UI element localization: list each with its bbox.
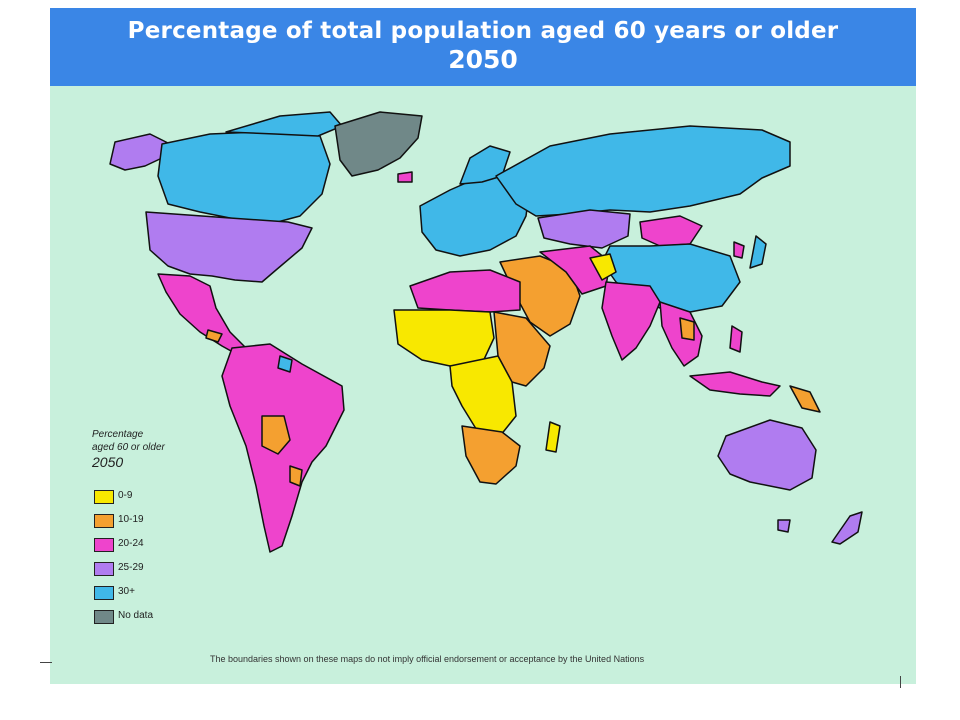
- legend-label: No data: [118, 610, 154, 621]
- region-russia: [495, 125, 791, 217]
- region-afghanistan: [589, 253, 617, 281]
- disclaimer-footnote: The boundaries shown on these maps do no…: [210, 654, 645, 664]
- map-frame: Percentage of total population aged 60 y…: [50, 8, 916, 684]
- region-arctic-islands: [225, 111, 343, 137]
- region-japan: [749, 235, 767, 269]
- region-madagascar: [545, 421, 561, 453]
- legend-swatch: [94, 586, 114, 600]
- region-australia: [717, 419, 817, 491]
- legend-swatch: [94, 490, 114, 504]
- region-tasmania: [777, 519, 791, 533]
- region-new-guinea: [789, 385, 821, 413]
- legend-label: 30+: [118, 586, 135, 597]
- region-paraguay: [289, 465, 303, 487]
- legend-swatch: [94, 514, 114, 528]
- region-mongolia: [639, 215, 703, 247]
- legend-swatch: [94, 538, 114, 552]
- region-alaska: [109, 133, 171, 171]
- region-indonesia: [689, 371, 781, 397]
- legend-label: 20-24: [118, 538, 144, 549]
- region-philippines: [729, 325, 743, 353]
- map-title: Percentage of total population aged 60 y…: [127, 18, 839, 44]
- region-canada: [157, 130, 331, 225]
- region-usa: [145, 211, 313, 283]
- world-map: [109, 111, 863, 553]
- legend-heading: Percentage aged 60 or older 2050: [92, 428, 272, 469]
- legend-swatch: [94, 562, 114, 576]
- legend-heading-year: 2050: [92, 454, 124, 470]
- region-mexico: [157, 273, 247, 357]
- region-central-asia: [537, 209, 631, 249]
- divider-left: [40, 662, 52, 663]
- region-greenland: [334, 111, 423, 177]
- region-north-africa: [409, 269, 521, 313]
- map-year: 2050: [448, 45, 518, 74]
- legend-label: 0-9: [118, 490, 133, 501]
- divider-right: [900, 676, 901, 688]
- legend-heading-line2: aged 60 or older: [92, 442, 165, 453]
- region-southern-africa: [461, 425, 521, 485]
- region-korea: [733, 241, 745, 259]
- region-guyana: [277, 355, 293, 373]
- region-new-zealand: [831, 511, 863, 545]
- region-india: [601, 281, 661, 361]
- legend-label: 10-19: [118, 514, 144, 525]
- title-banner: Percentage of total population aged 60 y…: [50, 8, 916, 86]
- region-bolivia: [261, 415, 291, 455]
- legend-label: 25-29: [118, 562, 144, 573]
- region-iceland: [397, 171, 413, 183]
- region-caribbean: [205, 329, 223, 343]
- legend-heading-line1: Percentage: [92, 429, 144, 440]
- region-indochina: [679, 317, 695, 341]
- legend-swatch: [94, 610, 114, 624]
